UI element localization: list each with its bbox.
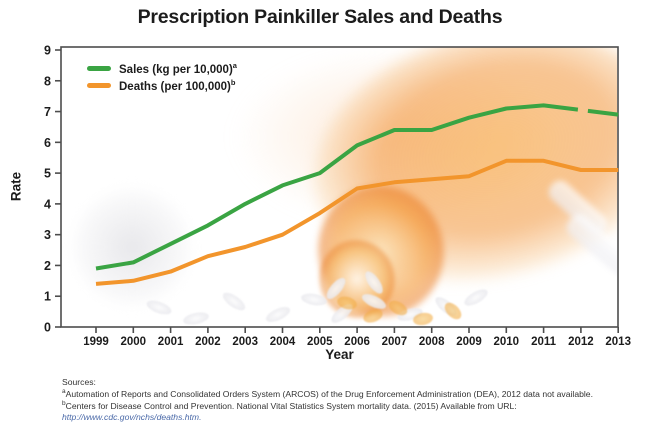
sales-line-swatch bbox=[87, 66, 111, 71]
source-note-b: bCenters for Disease Control and Prevent… bbox=[62, 400, 637, 412]
source-sup-b: b bbox=[62, 400, 66, 408]
x-tick-label: 2004 bbox=[270, 336, 296, 348]
x-tick-label: 2011 bbox=[531, 336, 557, 348]
plot-frame bbox=[60, 46, 619, 328]
x-tick-label: 1999 bbox=[83, 336, 109, 348]
x-axis-title: Year bbox=[325, 347, 354, 362]
x-tick-label: 2012 bbox=[568, 336, 594, 348]
sales-line bbox=[587, 108, 619, 117]
x-tick-label: 2006 bbox=[344, 336, 370, 348]
source-url-line: http://www.cdc.gov/nchs/deaths.htm. bbox=[62, 412, 637, 423]
source-note-a: aAutomation of Reports and Consolidated … bbox=[62, 388, 637, 400]
legend-label-deaths: Deaths (per 100,000)b bbox=[119, 78, 235, 93]
legend-text-sales: Sales (kg per 10,000) bbox=[119, 63, 233, 76]
y-axis-title: Rate bbox=[8, 171, 24, 202]
sales-line bbox=[95, 103, 579, 271]
y-tick-label: 5 bbox=[44, 167, 51, 181]
plot-area: 0 1 2 3 4 5 6 7 8 9 1999 2000 2001 2002 2003 2004 2005 20… bbox=[44, 44, 631, 349]
source-sup-a: a bbox=[62, 388, 66, 396]
x-tick-label: 2001 bbox=[158, 336, 184, 348]
sources-block: Sources: aAutomation of Reports and Cons… bbox=[62, 377, 637, 423]
legend-item-sales: Sales (kg per 10,000)a bbox=[87, 60, 237, 77]
source-text-a: Automation of Reports and Consolidated O… bbox=[65, 389, 593, 400]
sources-heading: Sources: bbox=[62, 377, 96, 387]
legend-sup-a: a bbox=[232, 61, 237, 71]
legend: Sales (kg per 10,000)a Deaths (per 100,0… bbox=[87, 60, 237, 94]
y-tick-label: 3 bbox=[44, 228, 51, 242]
y-tick-label: 2 bbox=[44, 259, 51, 273]
pill-bottle-watermark bbox=[61, 47, 617, 326]
legend-text-deaths: Deaths (per 100,000) bbox=[119, 80, 231, 93]
legend-label-sales: Sales (kg per 10,000)a bbox=[119, 61, 237, 76]
x-tick-label: 2009 bbox=[456, 336, 482, 348]
legend-sup-b: b bbox=[230, 78, 236, 88]
chart-title: Prescription Painkiller Sales and Deaths bbox=[137, 6, 503, 28]
y-tick-label: 9 bbox=[44, 44, 51, 58]
y-tick-label: 4 bbox=[44, 197, 51, 211]
x-tick-label: 2010 bbox=[494, 336, 520, 348]
x-tick-label: 2002 bbox=[195, 336, 221, 348]
source-text-b: Centers for Disease Control and Preventi… bbox=[65, 401, 517, 412]
legend-item-deaths: Deaths (per 100,000)b bbox=[87, 77, 237, 94]
x-tick-label: 2000 bbox=[121, 336, 147, 348]
x-tick-label: 2013 bbox=[605, 336, 631, 348]
x-tick-label: 2007 bbox=[382, 336, 408, 348]
deaths-line bbox=[95, 158, 619, 286]
x-tick-label: 2003 bbox=[232, 336, 258, 348]
x-tick-label: 2008 bbox=[419, 336, 445, 348]
source-url-link[interactable]: http://www.cdc.gov/nchs/deaths.htm. bbox=[62, 412, 202, 423]
y-tick-label: 6 bbox=[44, 136, 51, 150]
y-tick-label: 7 bbox=[44, 105, 51, 119]
white-cup-shape bbox=[61, 163, 217, 326]
y-tick-label: 1 bbox=[44, 290, 51, 304]
y-tick-label: 0 bbox=[44, 321, 51, 335]
deaths-line-swatch bbox=[87, 83, 111, 88]
y-tick-label: 8 bbox=[44, 74, 51, 88]
x-tick-label: 2005 bbox=[307, 336, 333, 348]
